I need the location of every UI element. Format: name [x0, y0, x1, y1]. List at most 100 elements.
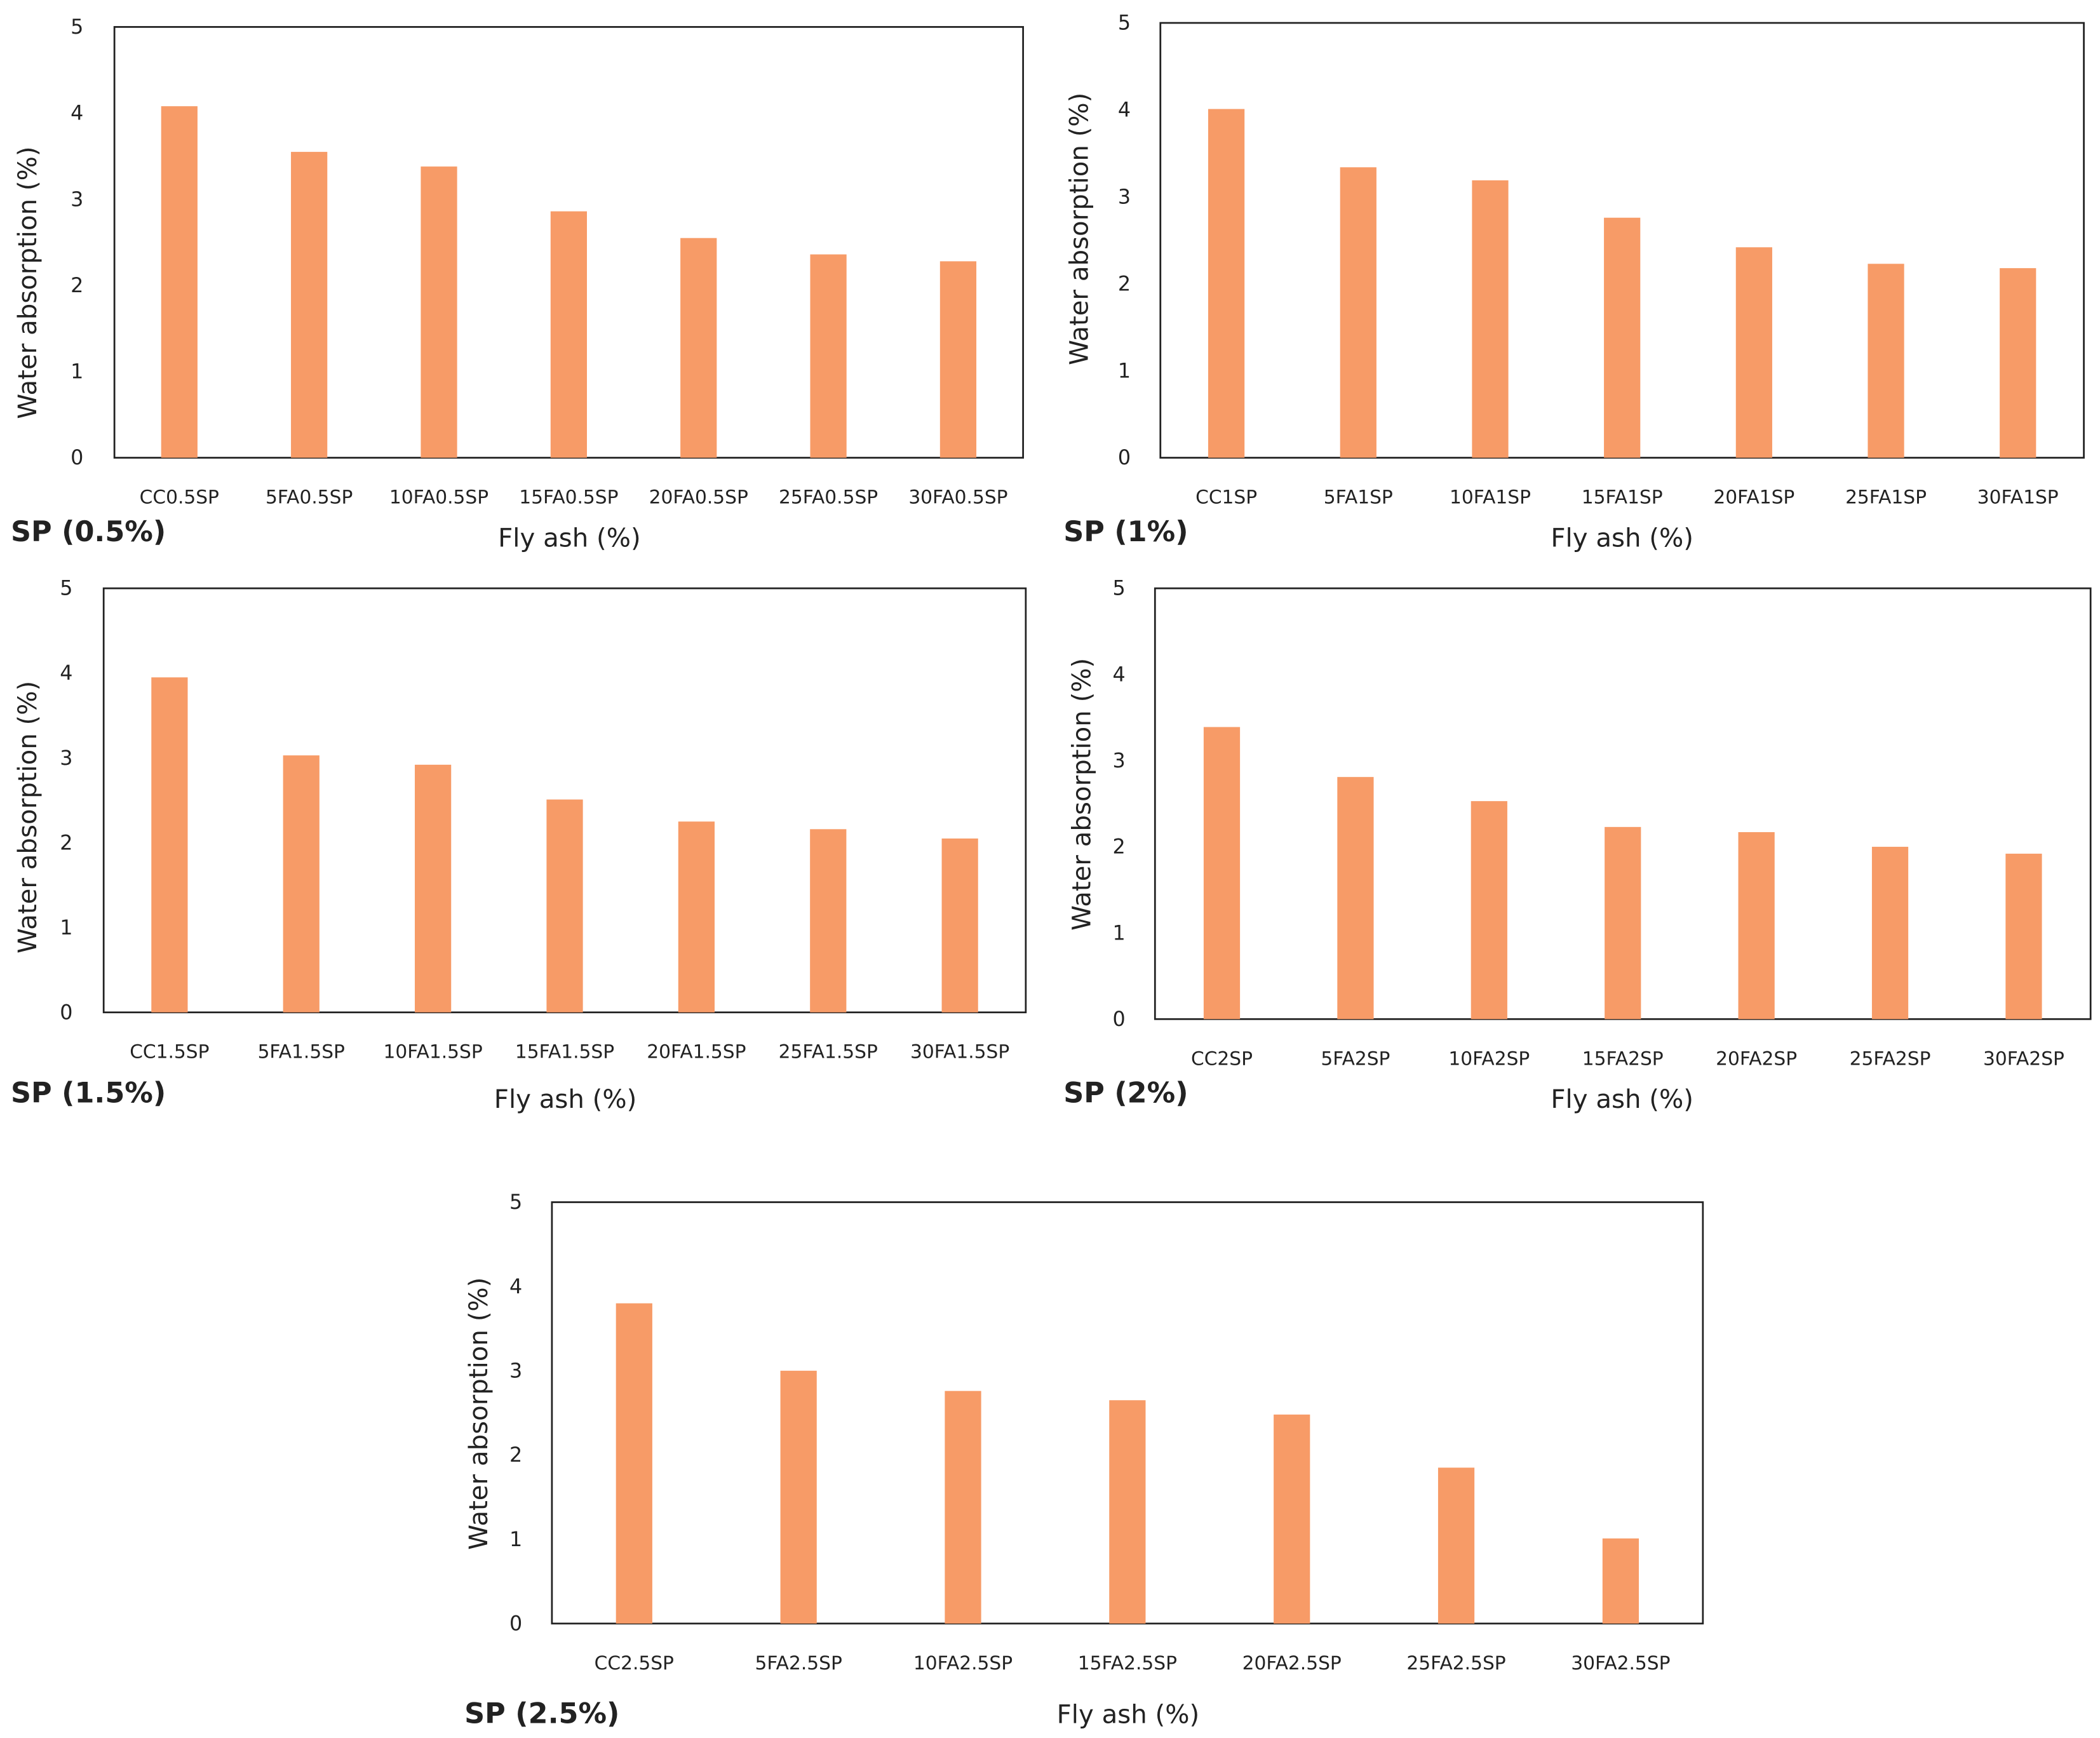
x-tick-label: 20FA1SP — [1713, 486, 1794, 508]
x-tick-label: 30FA1SP — [1977, 486, 2059, 508]
y-tick-label: 5 — [1112, 577, 1125, 600]
x-tick-label: 5FA1SP — [1324, 486, 1393, 508]
x-tick-label: 15FA0.5SP — [519, 486, 618, 508]
bar-20FA1SP — [1735, 247, 1772, 458]
y-tick-label: 0 — [1118, 447, 1131, 469]
chart-panel-2: 0 1 2 3 4 5 CC1SP 5FA1SP 10FA1SP 15FA1SP 20FA1SP 25… — [1063, 12, 2085, 553]
x-tick-label: 25FA1.5SP — [779, 1041, 878, 1063]
bar-30FA0.5SP — [939, 261, 977, 458]
y-axis-title: Water absorption (%) — [1065, 93, 1094, 365]
y-axis-title: Water absorption (%) — [13, 146, 43, 419]
bar-30FA2.5SP — [1602, 1538, 1639, 1624]
bar-CC1SP — [1208, 109, 1245, 458]
bar-20FA0.5SP — [680, 238, 717, 458]
y-tick-label: 4 — [71, 102, 83, 125]
x-tick-label: 30FA1.5SP — [910, 1041, 1009, 1063]
x-tick-label: 25FA2.5SP — [1406, 1652, 1505, 1674]
x-tick-label: 20FA1.5SP — [647, 1041, 746, 1063]
x-tick-label: CC0.5SP — [140, 486, 219, 508]
bar-10FA1SP — [1472, 180, 1509, 458]
x-tick-label: 20FA2SP — [1716, 1047, 1797, 1069]
bar-15FA1SP — [1604, 217, 1641, 458]
bar-5FA0.5SP — [291, 152, 328, 458]
x-tick-label: CC2SP — [1191, 1047, 1253, 1069]
x-tick-label: 10FA2.5SP — [913, 1652, 1013, 1674]
bar-30FA1SP — [2000, 268, 2036, 458]
bar-25FA1SP — [1868, 264, 1904, 458]
y-tick-label: 0 — [71, 447, 83, 469]
x-tick-label: 10FA2SP — [1448, 1047, 1530, 1069]
bar-10FA2SP — [1471, 801, 1507, 1020]
x-axis-title: Fly ash (%) — [1551, 523, 1693, 553]
x-tick-label: 10FA1SP — [1450, 486, 1531, 508]
bar-10FA2.5SP — [945, 1391, 981, 1624]
y-tick-label: 4 — [1112, 663, 1125, 686]
bar-5FA2.5SP — [780, 1370, 817, 1624]
bar-25FA0.5SP — [810, 254, 847, 458]
y-tick-label: 3 — [71, 188, 83, 211]
bar-25FA2SP — [1871, 847, 1909, 1020]
y-tick-label: 0 — [1112, 1008, 1125, 1031]
y-tick-label: 1 — [1112, 922, 1125, 945]
panel-label: SP (2%) — [1063, 1077, 1188, 1110]
bar-25FA2.5SP — [1437, 1467, 1475, 1624]
y-axis-title: Water absorption (%) — [1068, 658, 1097, 931]
x-axis-title: Fly ash (%) — [1057, 1701, 1200, 1730]
bar-15FA2SP — [1605, 826, 1641, 1020]
y-tick-label: 3 — [1118, 185, 1131, 208]
y-tick-label: 2 — [509, 1444, 522, 1467]
chart-panel-1: 0 1 2 3 4 5 CC0.5SP 5FA0.5SP 10FA0.5SP 15FA0.5SP 2… — [11, 16, 1024, 553]
bar-CC0.5SP — [161, 106, 198, 458]
y-tick-label: 5 — [60, 577, 72, 600]
bar-10FA0.5SP — [421, 166, 457, 458]
x-tick-label: 30FA0.5SP — [908, 486, 1007, 508]
bar-30FA2SP — [2005, 853, 2042, 1020]
y-tick-label: 2 — [1112, 836, 1125, 859]
chart-panel-5: 0 1 2 3 4 5 CC2.5SP 5FA2.5SP 10FA2.5SP 15FA2.5SP 2… — [464, 1191, 1704, 1730]
y-tick-label: 4 — [509, 1276, 522, 1298]
x-tick-label: 5FA2.5SP — [755, 1652, 842, 1674]
y-tick-label: 1 — [509, 1528, 522, 1551]
y-tick-label: 1 — [60, 917, 72, 940]
y-axis-title: Water absorption (%) — [464, 1277, 494, 1550]
x-tick-label: 10FA1.5SP — [384, 1041, 483, 1063]
x-tick-label: 5FA0.5SP — [266, 486, 353, 508]
x-tick-label: 15FA1.5SP — [515, 1041, 614, 1063]
x-tick-label: 20FA2.5SP — [1242, 1652, 1342, 1674]
y-tick-label: 5 — [1118, 12, 1131, 35]
y-tick-label: 4 — [60, 662, 72, 685]
y-tick-label: 1 — [71, 361, 83, 384]
panel-label: SP (2.5%) — [464, 1698, 619, 1730]
y-tick-label: 2 — [1118, 273, 1131, 295]
bar-5FA1.5SP — [283, 755, 320, 1013]
x-tick-label: 5FA1.5SP — [258, 1041, 345, 1063]
x-tick-label: CC1SP — [1195, 486, 1257, 508]
panel-label: SP (1%) — [1063, 516, 1188, 548]
y-tick-label: 3 — [1112, 750, 1125, 772]
panel-label: SP (0.5%) — [11, 516, 166, 548]
x-tick-label: 5FA2SP — [1321, 1047, 1390, 1069]
y-tick-label: 4 — [1118, 99, 1131, 122]
x-tick-label: 25FA0.5SP — [779, 486, 878, 508]
y-tick-label: 5 — [71, 16, 83, 39]
panel-label: SP (1.5%) — [11, 1077, 166, 1110]
y-tick-label: 0 — [60, 1001, 72, 1024]
x-tick-label: 15FA2.5SP — [1078, 1652, 1177, 1674]
x-axis-title: Fly ash (%) — [494, 1085, 637, 1114]
x-axis-title: Fly ash (%) — [1551, 1085, 1693, 1114]
bar-5FA2SP — [1337, 777, 1374, 1020]
y-tick-label: 3 — [509, 1359, 522, 1382]
x-tick-label: 15FA1SP — [1582, 486, 1663, 508]
bar-10FA1.5SP — [415, 764, 452, 1013]
x-tick-label: 25FA2SP — [1850, 1047, 1931, 1069]
bar-20FA2.5SP — [1274, 1414, 1310, 1624]
bar-20FA2SP — [1738, 832, 1775, 1020]
x-tick-label: CC1.5SP — [130, 1041, 209, 1063]
y-axis-title: Water absorption (%) — [13, 681, 43, 953]
x-tick-label: 10FA0.5SP — [389, 486, 488, 508]
bar-15FA2.5SP — [1109, 1400, 1146, 1624]
bar-5FA1SP — [1340, 167, 1376, 458]
x-axis-title: Fly ash (%) — [498, 523, 641, 553]
